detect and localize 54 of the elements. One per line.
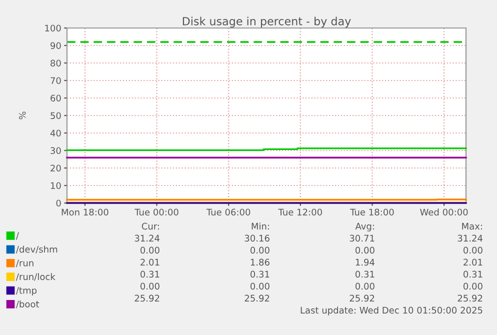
- text: 0.00: [463, 246, 482, 254]
- x-tick-label: Tue 06:00: [206, 208, 250, 216]
- text: 0.31: [355, 270, 374, 278]
- y-tick-label: 20: [50, 164, 61, 172]
- text: 30.71: [350, 234, 374, 242]
- text: 25.92: [244, 294, 270, 302]
- text: 31.24: [134, 234, 160, 242]
- text: 0.00: [463, 282, 482, 290]
- legend-label: /dev/shm: [16, 246, 58, 254]
- text: 0.31: [463, 270, 482, 278]
- y-tick-label: 10: [50, 182, 61, 190]
- text: 31.24: [458, 234, 482, 242]
- text: 0.00: [250, 282, 270, 290]
- text: 25.92: [350, 294, 374, 302]
- legend-label: /run/lock: [16, 273, 56, 281]
- y-tick-label: 60: [50, 94, 61, 102]
- y-tick-label: 40: [50, 130, 61, 137]
- x-tick-label: Tue 12:00: [278, 208, 322, 216]
- chart-title: Disk usage in percent - by day: [182, 16, 351, 28]
- y-tick-label: 100: [45, 24, 61, 32]
- text: 0.00: [355, 282, 374, 290]
- x-tick-label: Tue 18:00: [350, 208, 394, 216]
- y-tick-label: 50: [50, 112, 61, 120]
- text: 1.94: [356, 258, 374, 266]
- text: 25.92: [458, 294, 482, 302]
- text: Avg:: [355, 222, 374, 232]
- x-tick-label: Mon 18:00: [62, 208, 108, 216]
- y-axis-title: %: [18, 112, 26, 120]
- text: 0.00: [250, 246, 270, 254]
- text: 1.86: [250, 258, 270, 266]
- text: 30.16: [244, 234, 270, 242]
- legend-label: /: [16, 232, 19, 240]
- y-tick-label: 80: [50, 60, 61, 67]
- text: Min:: [252, 222, 269, 230]
- legend-label: /tmp: [16, 287, 37, 296]
- text: 0.31: [250, 270, 270, 278]
- y-tick-label: 90: [50, 42, 61, 50]
- legend-label: /boot: [16, 300, 40, 308]
- text: 2.01: [464, 258, 482, 266]
- x-tick-label: Wed 00:00: [420, 208, 468, 216]
- text: Last update: Wed Dec 10 01:50:00 2025: [300, 306, 482, 316]
- legend-label: /run: [16, 260, 34, 268]
- text: Cur:: [142, 222, 159, 230]
- x-tick-label: Tue 00:00: [134, 208, 178, 216]
- text: 0.00: [140, 282, 160, 290]
- text: 0.00: [140, 246, 160, 254]
- text: 0.31: [140, 270, 160, 278]
- text: 25.92: [134, 294, 160, 302]
- y-tick-label: 30: [50, 147, 61, 154]
- text: Max:: [462, 222, 482, 230]
- text: 2.01: [140, 258, 160, 266]
- text: 0.00: [355, 246, 374, 254]
- y-tick-label: 0: [56, 200, 61, 207]
- y-tick-label: 70: [50, 77, 61, 84]
